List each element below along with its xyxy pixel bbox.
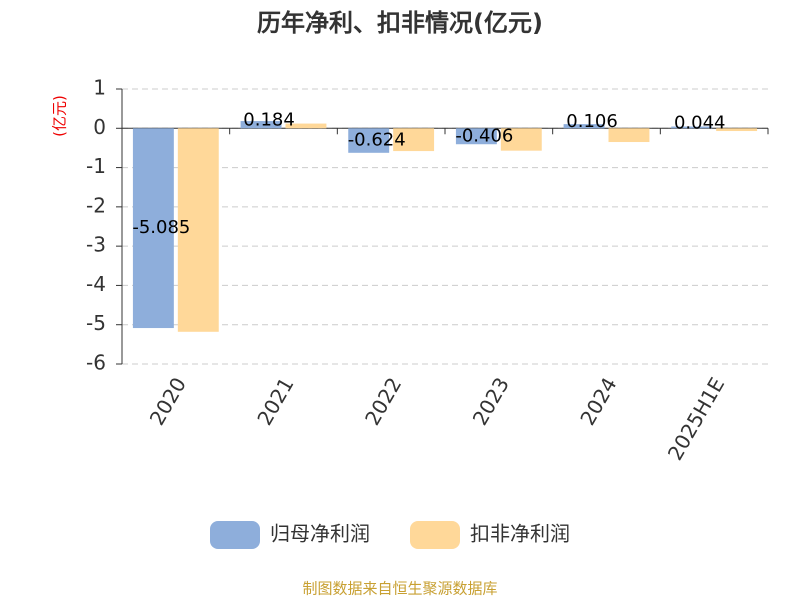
- y-tick-label: 0: [93, 115, 106, 139]
- x-tick-label: 2023: [468, 373, 514, 429]
- bar: [608, 128, 650, 143]
- source-note: 制图数据来自恒生聚源数据库: [302, 580, 497, 598]
- bar: [348, 128, 390, 153]
- x-tick-label: 2025H1E: [663, 373, 729, 464]
- y-tick-label: -5: [86, 311, 106, 335]
- legend-label: 扣非净利润: [470, 522, 570, 546]
- value-label: 0.184: [243, 110, 295, 131]
- legend-swatch: [210, 521, 260, 549]
- value-label: 0.044: [674, 112, 726, 133]
- bar: [285, 123, 327, 129]
- x-tick-label: 2022: [360, 373, 406, 429]
- bar: [563, 124, 605, 129]
- chart-title: 历年净利、扣非情况(亿元): [257, 9, 543, 37]
- value-label: -0.624: [348, 130, 406, 151]
- bar: [671, 126, 713, 129]
- bar: [455, 128, 497, 145]
- bar: [716, 128, 758, 132]
- x-tick-label: 2021: [252, 373, 298, 429]
- bar: [177, 128, 219, 332]
- value-label: -0.406: [455, 125, 513, 146]
- y-tick-label: 1: [93, 76, 106, 100]
- y-tick-label: -4: [86, 272, 106, 296]
- bar: [500, 128, 542, 151]
- y-tick-label: -3: [86, 233, 106, 257]
- legend-label: 归母净利润: [270, 522, 370, 546]
- legend-swatch: [410, 521, 460, 549]
- value-label: -5.085: [132, 217, 190, 238]
- bar: [240, 121, 282, 129]
- y-tick-label: -6: [86, 351, 106, 375]
- y-tick-label: -2: [86, 193, 106, 217]
- x-tick-label: 2020: [145, 373, 191, 429]
- bar: [393, 128, 435, 152]
- value-label: 0.106: [566, 111, 618, 132]
- bar: [132, 128, 174, 329]
- x-tick-label: 2024: [575, 373, 621, 429]
- y-tick-label: -1: [86, 154, 106, 178]
- y-axis-label: (亿元): [51, 95, 69, 137]
